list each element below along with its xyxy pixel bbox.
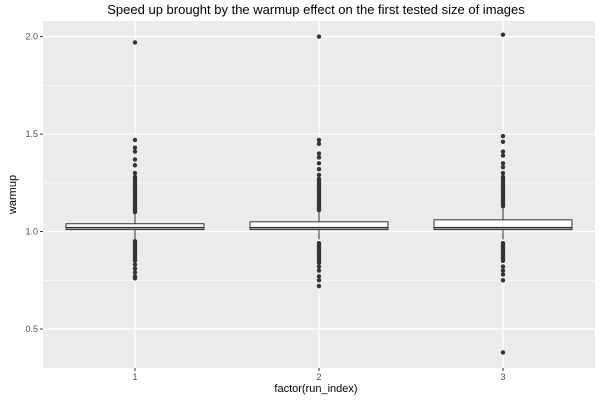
- outlier-point: [316, 141, 322, 147]
- outlier-point: [316, 34, 322, 39]
- outlier-point: [132, 145, 138, 150]
- x-axis: 1 2 3: [132, 368, 506, 382]
- chart-title: Speed up brought by the warmup effect on…: [107, 2, 525, 17]
- y-tick-label: 1.0: [25, 227, 38, 237]
- outlier-point: [132, 266, 138, 271]
- outlier-point: [132, 209, 138, 215]
- x-tick-label: 1: [132, 372, 137, 382]
- outlier-point: [500, 264, 506, 269]
- outlier-point: [500, 272, 506, 277]
- y-tick-label: 0.5: [25, 324, 38, 334]
- outlier-point: [132, 149, 138, 154]
- box-group: [65, 208, 573, 240]
- outlier-point: [316, 264, 322, 269]
- outlier-point: [316, 155, 322, 160]
- x-tick-label: 3: [500, 372, 505, 382]
- outlier-point: [132, 40, 138, 45]
- outlier-point: [316, 283, 322, 289]
- outlier-point: [132, 163, 138, 168]
- outlier-point: [316, 161, 322, 166]
- outlier-point: [500, 203, 506, 209]
- outlier-point: [132, 157, 138, 162]
- outlier-point: [500, 258, 506, 263]
- outlier-point: [500, 350, 506, 355]
- outlier-point: [132, 170, 138, 176]
- outlier-point: [500, 278, 506, 283]
- outlier-point: [316, 274, 322, 279]
- outlier-point: [316, 207, 322, 213]
- box: [65, 223, 205, 231]
- outlier-point: [500, 153, 506, 158]
- outlier-point: [132, 262, 138, 267]
- y-tick-label: 1.5: [25, 129, 38, 139]
- outlier-point: [316, 166, 322, 172]
- y-tick-label: 2.0: [25, 32, 38, 42]
- outlier-point: [316, 137, 322, 143]
- outlier-point: [500, 165, 506, 170]
- outlier-point: [500, 133, 506, 139]
- outlier-point: [500, 170, 506, 176]
- x-tick-label: 2: [316, 372, 321, 382]
- outlier-point: [500, 139, 506, 145]
- outlier-point: [500, 32, 506, 37]
- outlier-point: [316, 268, 322, 273]
- outlier-points: [132, 32, 506, 355]
- outlier-point: [316, 278, 322, 283]
- outlier-point: [132, 276, 138, 281]
- outlier-point: [316, 151, 322, 156]
- box: [433, 219, 573, 231]
- outlier-point: [132, 137, 138, 143]
- outlier-point: [500, 161, 506, 166]
- outlier-point: [316, 260, 322, 265]
- outlier-point: [500, 268, 506, 273]
- y-axis-title: warmup: [7, 175, 19, 215]
- outlier-point: [132, 270, 138, 275]
- outlier-point: [316, 172, 322, 178]
- outlier-point: [132, 258, 138, 263]
- y-axis: 0.5 1.0 1.5 2.0: [25, 32, 43, 334]
- box: [249, 221, 389, 231]
- x-axis-title: factor(run_index): [274, 383, 357, 395]
- outlier-point: [500, 149, 506, 154]
